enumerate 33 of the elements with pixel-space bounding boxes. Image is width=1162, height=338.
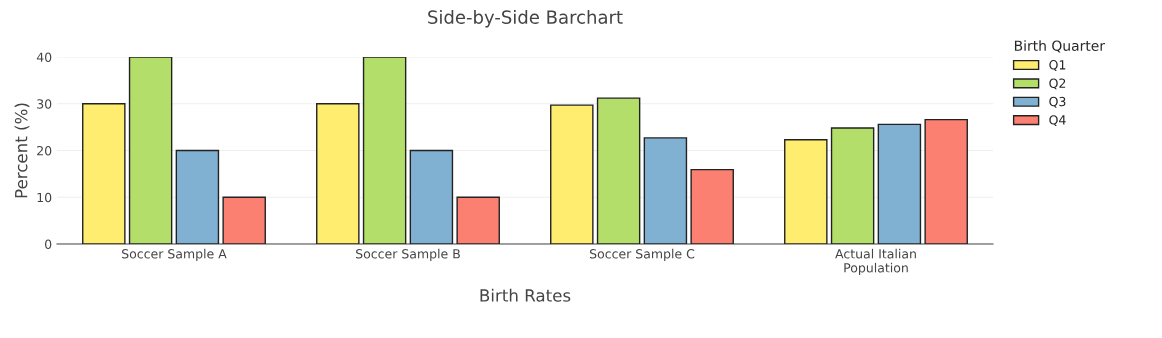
- bar: [456, 196, 500, 244]
- bar: [877, 123, 922, 244]
- bar: [550, 104, 594, 244]
- legend-label: Q1: [1049, 60, 1066, 71]
- bar: [316, 103, 360, 244]
- bar: [128, 57, 173, 244]
- x-tick-label: Soccer Sample C: [589, 248, 695, 261]
- x-tick-label: Soccer Sample A: [122, 248, 227, 261]
- bar: [409, 149, 454, 244]
- bar: [784, 139, 828, 244]
- y-tick-label: 0: [45, 239, 52, 249]
- legend-label: Q2: [1049, 78, 1066, 90]
- bar: [362, 57, 407, 244]
- y-tick-label: 30: [37, 99, 52, 109]
- chart-title: Side-by-Side Barchart: [428, 9, 623, 28]
- x-axis-title: Birth Rates: [480, 288, 571, 302]
- bar: [643, 137, 688, 244]
- bar: [830, 127, 875, 244]
- bar: [690, 168, 734, 244]
- x-tick-label: Soccer Sample B: [356, 248, 460, 261]
- legend-label: Q4: [1049, 115, 1066, 127]
- bar: [82, 103, 126, 244]
- y-tick-label: 10: [37, 192, 52, 203]
- legend-title: Birth Quarter: [1014, 40, 1106, 53]
- y-tick-label: 40: [36, 52, 52, 62]
- bar: [175, 149, 220, 244]
- bar: [596, 97, 641, 244]
- bar: [924, 118, 968, 244]
- x-tick-label: Actual Italian Population: [835, 248, 916, 275]
- y-tick-label: 20: [37, 145, 52, 156]
- bar: [222, 196, 266, 244]
- y-axis-title: Percent (%): [14, 103, 30, 198]
- legend-label: Q3: [1049, 96, 1066, 108]
